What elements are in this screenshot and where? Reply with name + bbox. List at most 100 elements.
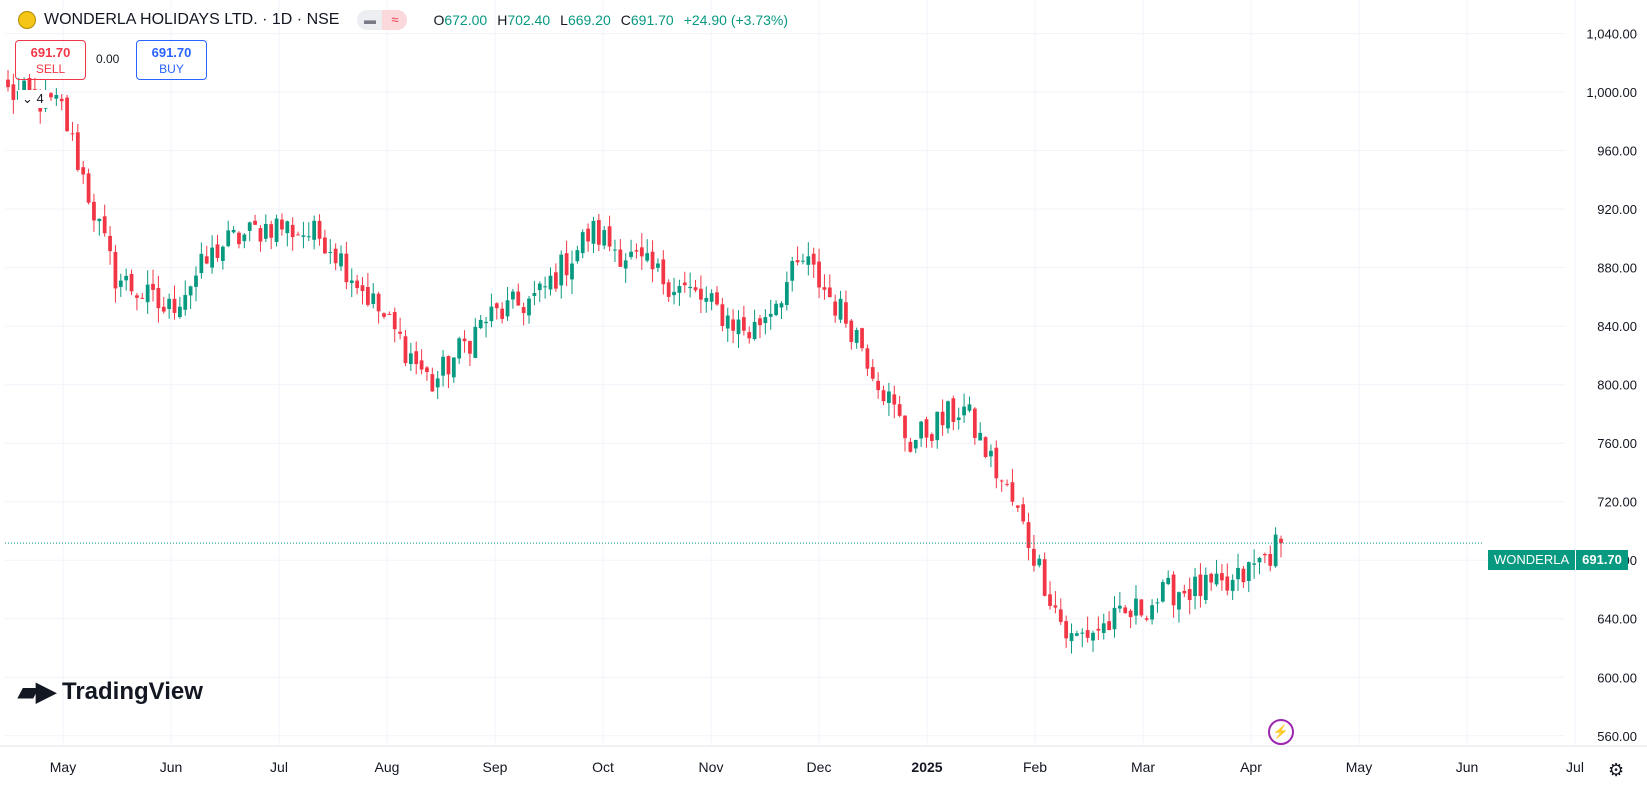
candle-body	[1182, 590, 1187, 594]
candle	[752, 309, 757, 341]
candle-body	[408, 353, 413, 365]
close-value: 691.70	[630, 12, 674, 28]
candle	[704, 286, 709, 313]
wave-icon[interactable]: ≈	[382, 10, 408, 30]
y-tick-label: 560.00	[1597, 729, 1637, 744]
candle	[113, 245, 118, 303]
candle-body	[210, 247, 214, 268]
candle	[844, 290, 848, 328]
candle	[1085, 616, 1090, 643]
candle	[731, 309, 736, 344]
sell-button[interactable]: 691.70 SELL	[15, 40, 86, 80]
candle	[725, 307, 730, 343]
candle	[677, 279, 682, 306]
candle-body	[339, 253, 343, 267]
indicators-collapse-button[interactable]: ⌄ 4	[18, 90, 48, 108]
candle-body	[54, 94, 59, 99]
candle	[951, 395, 956, 431]
candle	[521, 302, 526, 326]
candle-body	[752, 321, 757, 340]
candle	[263, 214, 268, 242]
candle-body	[532, 293, 537, 296]
candle-body	[838, 298, 843, 320]
candle	[505, 286, 510, 321]
candle	[543, 276, 548, 299]
candle	[92, 193, 96, 232]
candle	[688, 272, 693, 298]
candle	[323, 229, 327, 254]
candle	[408, 342, 413, 371]
candle	[75, 123, 80, 172]
candle	[301, 221, 306, 249]
candle-body	[672, 291, 676, 296]
candle	[1257, 556, 1262, 575]
candle-body	[333, 248, 338, 264]
minus-icon[interactable]: ▬	[363, 13, 376, 27]
candle-body	[403, 336, 408, 364]
indicators-count: 4	[36, 91, 44, 106]
candle	[317, 214, 322, 246]
candle	[537, 281, 542, 302]
candle	[1220, 564, 1224, 591]
high-value: 702.40	[507, 12, 551, 28]
candle-body	[344, 253, 349, 283]
candle	[220, 245, 225, 270]
candle-body	[349, 280, 354, 283]
candle	[618, 239, 623, 267]
candle	[553, 263, 558, 292]
candle-body	[1123, 607, 1128, 614]
candle	[806, 242, 811, 276]
candle	[865, 344, 870, 377]
candle	[1268, 545, 1273, 572]
candle-body	[1128, 610, 1133, 618]
candle	[1053, 591, 1058, 614]
candle-body	[425, 367, 429, 373]
candle	[11, 73, 16, 114]
low-label: L	[560, 12, 568, 28]
gear-icon[interactable]: ⚙	[1608, 760, 1625, 780]
candle	[1026, 512, 1031, 561]
candle-body	[86, 173, 91, 203]
candle	[135, 292, 139, 311]
candle	[371, 283, 376, 309]
candle	[822, 274, 827, 300]
candle-body	[414, 351, 419, 365]
candle	[97, 218, 102, 236]
buy-button[interactable]: 691.70 BUY	[136, 40, 207, 80]
candle-body	[1236, 567, 1240, 580]
series-toggle[interactable]: ▬ ≈	[357, 10, 408, 30]
x-tick-label: Mar	[1131, 759, 1155, 775]
candle	[570, 250, 574, 295]
candle	[1134, 585, 1138, 625]
x-tick-label: Aug	[375, 759, 400, 775]
candle-body	[817, 261, 821, 288]
candle-body	[419, 360, 424, 370]
candle	[494, 302, 499, 320]
lightning-icon[interactable]: ⚡	[1268, 719, 1294, 745]
symbol-title[interactable]: WONDERLA HOLIDAYS LTD. · 1D · NSE	[44, 11, 340, 28]
open-value: 672.00	[444, 12, 488, 28]
candle	[956, 407, 961, 430]
candle-body	[801, 260, 805, 262]
candle	[1193, 568, 1197, 610]
last-price-symbol: WONDERLA	[1488, 550, 1576, 570]
candle-body	[204, 256, 209, 264]
candle-body	[1268, 554, 1273, 566]
candle-body	[1053, 605, 1058, 608]
candle-body	[494, 303, 499, 309]
tradingview-logo[interactable]: ▰▶ TradingView	[18, 676, 203, 707]
x-tick-label: Dec	[807, 759, 832, 775]
candle	[1042, 552, 1047, 597]
candle	[360, 277, 365, 305]
candle	[903, 415, 907, 452]
candle-body	[956, 417, 961, 421]
candle	[242, 233, 247, 249]
candle-body	[983, 437, 988, 457]
candle-body	[1005, 483, 1009, 485]
candle-body	[263, 223, 268, 239]
y-tick-label: 920.00	[1597, 202, 1637, 217]
candle-body	[795, 260, 800, 263]
candle	[1112, 596, 1117, 638]
candle-body	[1246, 562, 1251, 581]
